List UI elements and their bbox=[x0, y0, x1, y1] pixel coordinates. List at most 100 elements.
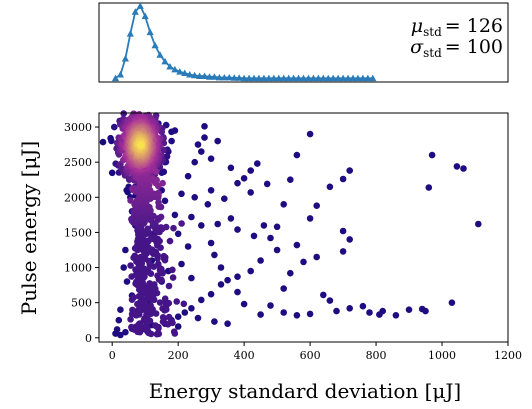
scatter-point bbox=[448, 299, 456, 307]
x-tick-label: 600 bbox=[300, 349, 321, 362]
y-axis-label: Pulse energy [μJ] bbox=[17, 141, 41, 315]
scatter-point bbox=[313, 202, 321, 209]
y-axis-ticks: 0 500 1000 1500 2000 2500 3000 bbox=[64, 121, 99, 345]
scatter-panel: 0 200 400 600 800 1000 1200 0 500 1000 1500 2000 25… bbox=[17, 110, 522, 403]
scatter-point bbox=[240, 300, 248, 308]
scatter-point bbox=[127, 262, 134, 269]
histogram-marker bbox=[299, 74, 308, 82]
scatter-point bbox=[174, 313, 182, 321]
histogram-marker bbox=[255, 74, 263, 82]
scatter-point bbox=[273, 246, 281, 254]
scatter-point bbox=[146, 186, 154, 194]
scatter-point bbox=[163, 306, 170, 313]
histogram-marker bbox=[339, 74, 347, 82]
scatter-point bbox=[141, 289, 148, 296]
scatter-point bbox=[194, 141, 202, 148]
scatter-point bbox=[154, 272, 161, 280]
scatter-point bbox=[117, 306, 124, 314]
scatter-point bbox=[217, 264, 225, 271]
histogram-marker bbox=[176, 68, 184, 75]
sigma-annotation: σstd = 100 bbox=[410, 36, 503, 60]
histogram-marker bbox=[161, 57, 169, 65]
scatter-point bbox=[169, 274, 177, 281]
scatter-point bbox=[174, 230, 182, 238]
histogram-line bbox=[114, 4, 373, 80]
scatter-point bbox=[127, 316, 134, 323]
scatter-point bbox=[339, 248, 347, 255]
scatter-point bbox=[145, 257, 152, 265]
scatter-point bbox=[120, 264, 127, 271]
scatter-point bbox=[428, 151, 436, 159]
scatter-point bbox=[173, 298, 180, 305]
scatter-point bbox=[224, 276, 231, 284]
scatter-point bbox=[240, 175, 248, 182]
scatter-point bbox=[204, 201, 212, 208]
scatter-point bbox=[257, 257, 264, 264]
scatter-point bbox=[247, 189, 254, 196]
histogram-marker bbox=[121, 54, 129, 62]
y-tick-label: 1500 bbox=[64, 226, 92, 239]
histogram-marker bbox=[131, 8, 139, 15]
histogram-marker bbox=[111, 74, 120, 82]
scatter-point bbox=[425, 184, 433, 191]
histogram-marker bbox=[156, 51, 164, 58]
histogram-marker bbox=[166, 62, 174, 70]
x-tick-label: 200 bbox=[168, 349, 189, 362]
scatter-point bbox=[137, 142, 144, 149]
scatter-point bbox=[157, 213, 165, 221]
histogram-marker bbox=[171, 65, 179, 73]
histogram-marker bbox=[290, 74, 298, 82]
scatter-point bbox=[120, 110, 127, 117]
histogram-frame bbox=[98, 2, 509, 83]
scatter-point bbox=[178, 220, 185, 227]
scatter-point bbox=[144, 327, 152, 335]
scatter-point bbox=[287, 269, 294, 277]
scatter-point bbox=[326, 297, 334, 304]
scatter-point bbox=[207, 155, 215, 162]
scatter-point bbox=[117, 331, 124, 339]
scatter-point bbox=[170, 224, 177, 232]
scatter-point bbox=[207, 187, 215, 194]
histogram-marker bbox=[196, 72, 204, 79]
scatter-point bbox=[133, 309, 141, 317]
x-axis-ticks: 0 200 400 600 800 1000 1200 bbox=[109, 342, 522, 362]
histogram-marker bbox=[230, 74, 238, 81]
scatter-point bbox=[306, 215, 314, 222]
y-tick-label: 1000 bbox=[64, 262, 92, 275]
histogram-marker bbox=[126, 30, 134, 37]
scatter-point bbox=[160, 315, 168, 323]
scatter-point bbox=[128, 296, 136, 304]
scatter-point bbox=[224, 320, 231, 328]
scatter-point bbox=[138, 272, 145, 280]
scatter-point bbox=[122, 246, 129, 254]
sigma-label: σstd = 100 bbox=[410, 36, 503, 60]
scatter-point bbox=[250, 232, 258, 240]
histogram-marker bbox=[280, 74, 288, 82]
scatter-point bbox=[159, 270, 166, 277]
scatter-point bbox=[460, 165, 467, 172]
scatter-point bbox=[134, 328, 141, 336]
scatter-point bbox=[267, 234, 274, 242]
scatter-point bbox=[169, 266, 176, 274]
histogram-marker bbox=[181, 69, 189, 77]
scatter-point bbox=[306, 130, 314, 138]
mu-label: μstd = 126 bbox=[411, 15, 503, 39]
histogram-marker bbox=[225, 73, 233, 81]
scatter-point bbox=[128, 273, 135, 280]
scatter-point bbox=[161, 197, 169, 205]
scatter-point bbox=[191, 194, 198, 201]
histogram-marker bbox=[354, 74, 362, 82]
scatter-point bbox=[154, 235, 162, 243]
scatter-points bbox=[99, 110, 482, 339]
scatter-point bbox=[155, 199, 162, 206]
scatter-point bbox=[152, 322, 159, 329]
scatter-point bbox=[280, 285, 288, 292]
scatter-point bbox=[198, 222, 205, 229]
x-tick-label: 800 bbox=[366, 349, 387, 362]
scatter-point bbox=[143, 268, 151, 276]
scatter-point bbox=[145, 237, 152, 245]
scatter-point bbox=[149, 175, 156, 182]
histogram-marker bbox=[250, 74, 258, 82]
scatter-point bbox=[214, 220, 221, 228]
scatter-point bbox=[293, 241, 301, 249]
